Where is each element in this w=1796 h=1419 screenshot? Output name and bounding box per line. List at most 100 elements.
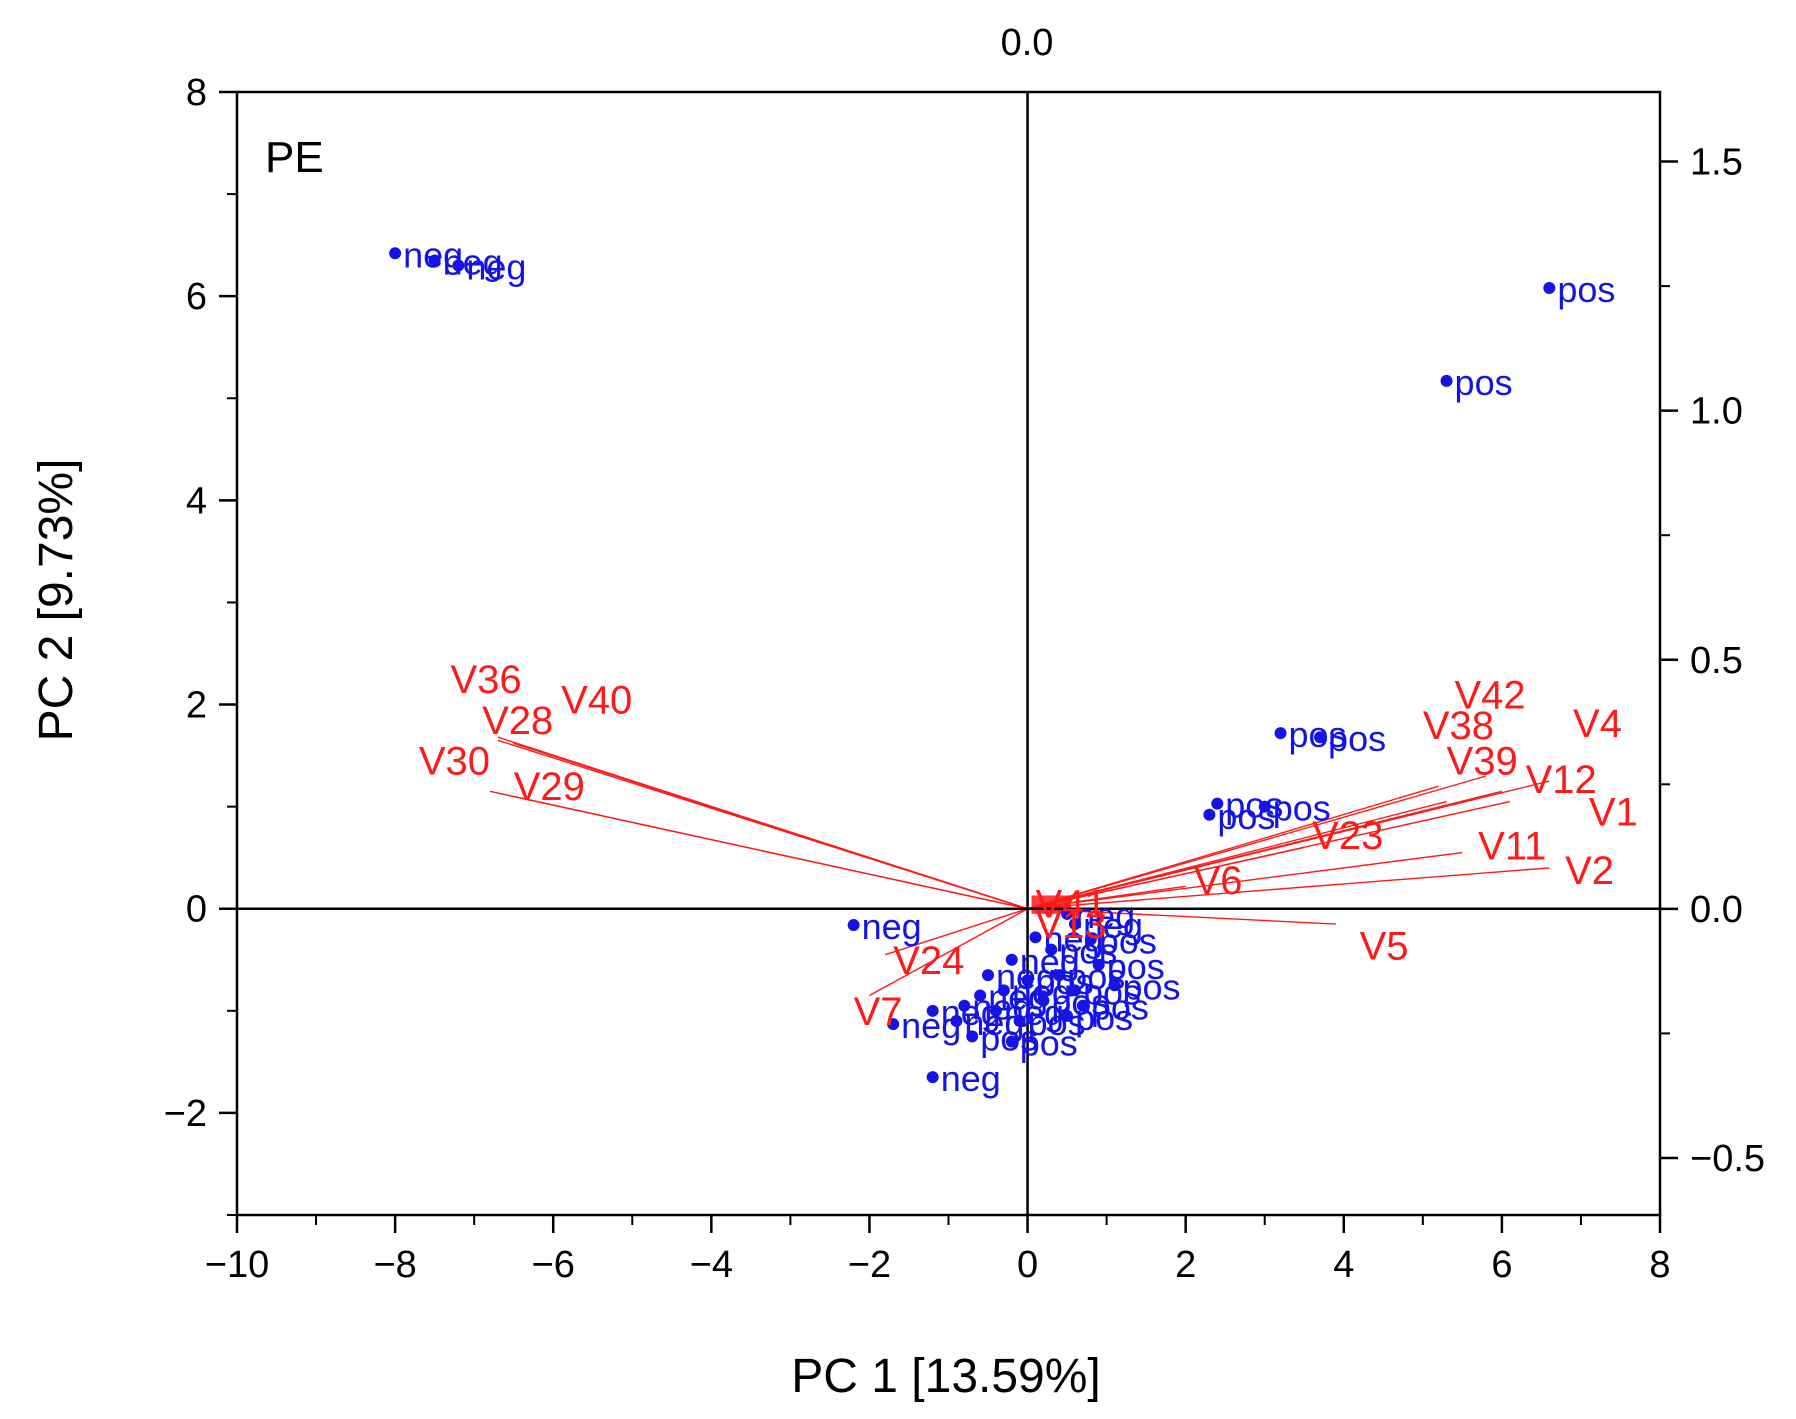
x-tick-label: 6 <box>1491 1244 1512 1286</box>
right-tick-label: 1.0 <box>1690 391 1743 433</box>
loading-label: V23 <box>1312 814 1383 858</box>
loading-label: V6 <box>1194 859 1243 903</box>
score-point <box>1045 943 1058 956</box>
score-label: pos <box>1217 796 1275 837</box>
score-point <box>1258 800 1271 813</box>
scores-layer: negnegnegposposposposposposposnegnegnegn… <box>389 234 1615 1099</box>
loading-vector <box>1027 790 1503 910</box>
loading-label: V13 <box>1035 903 1106 947</box>
loading-vector <box>869 908 1028 997</box>
score-point <box>1037 994 1050 1007</box>
score-point <box>1013 1015 1026 1028</box>
score-label: neg <box>901 1005 961 1046</box>
loading-label: V7 <box>854 990 903 1034</box>
score-label: pos <box>1123 966 1181 1007</box>
loading-label: V4 <box>1573 702 1622 746</box>
score-point <box>1108 979 1121 992</box>
right-tick-label: 0.5 <box>1690 640 1743 682</box>
loading-label: V36 <box>450 658 521 702</box>
score-point <box>847 919 860 932</box>
loading-label: V42 <box>1454 673 1525 717</box>
loading-label: V5 <box>1360 924 1409 968</box>
x-tick-label: 4 <box>1333 1244 1354 1286</box>
y-axis-title: PC 2 [9.73%] <box>30 459 83 742</box>
score-point <box>1084 933 1097 946</box>
loading-label: V38 <box>1423 704 1494 748</box>
right-tick-label: 0.0 <box>1690 889 1743 931</box>
score-point <box>1274 727 1287 740</box>
x-tick-label: 0 <box>1017 1244 1038 1286</box>
score-point <box>982 969 995 982</box>
score-point <box>1314 731 1327 744</box>
score-point <box>958 999 971 1012</box>
top-axis-label: 0.0 <box>1001 22 1054 64</box>
loading-vector <box>1027 846 1305 910</box>
score-label: neg <box>862 906 922 947</box>
score-point <box>926 1071 939 1084</box>
score-point <box>1053 969 1066 982</box>
score-point <box>1021 974 1034 987</box>
y-tick-label: 4 <box>186 480 207 522</box>
axes-layer: −10 −8 −6 −4 −2 0 2 4 6 8 −2 0 2 4 6 8 −0.5 0.0 0.5 1.0 1.5 <box>164 72 1765 1286</box>
score-point <box>989 1004 1002 1017</box>
score-point <box>974 989 987 1002</box>
loading-vector <box>1027 867 1550 910</box>
score-point <box>887 1018 900 1031</box>
score-point <box>966 1030 979 1043</box>
x-tick-label: −8 <box>373 1244 416 1286</box>
score-label: neg <box>941 1058 1001 1099</box>
right-tick-label: −0.5 <box>1690 1138 1765 1180</box>
score-label: pos <box>1273 788 1331 829</box>
loading-vector <box>513 742 1028 910</box>
y-tick-label: 6 <box>186 276 207 318</box>
score-point <box>1068 918 1081 931</box>
score-label: pos <box>1091 987 1149 1028</box>
score-point <box>1076 999 1089 1012</box>
score-point <box>1543 282 1556 295</box>
score-label: pos <box>1455 362 1513 403</box>
score-point <box>389 247 402 260</box>
right-tick-label: 1.5 <box>1690 142 1743 184</box>
score-label: neg <box>466 247 526 288</box>
x-tick-label: −10 <box>205 1244 269 1286</box>
loading-vector <box>1027 851 1463 910</box>
loading-label: V1 <box>1589 791 1638 835</box>
score-point <box>1068 984 1081 997</box>
score-point <box>452 259 465 272</box>
score-label: neg <box>443 241 503 282</box>
score-label: neg <box>1004 992 1064 1033</box>
zero-lines <box>237 92 1660 1215</box>
score-label: pos <box>1225 785 1283 826</box>
score-point <box>1029 931 1042 944</box>
score-point <box>1203 808 1216 821</box>
x-tick-label: 2 <box>1175 1244 1196 1286</box>
x-axis-title: PC 1 [13.59%] <box>791 1350 1101 1403</box>
y-tick-label: −2 <box>164 1093 207 1135</box>
loading-vector <box>885 908 1028 956</box>
loading-label: V11 <box>1478 824 1546 868</box>
loading-vector <box>513 795 1028 910</box>
x-tick-label: −2 <box>848 1244 891 1286</box>
loading-label: V39 <box>1447 740 1518 784</box>
score-label: pos <box>1557 269 1615 310</box>
score-point <box>428 254 441 267</box>
score-point <box>950 1015 963 1028</box>
loading-label: V2 <box>1565 849 1614 893</box>
loading-label: V30 <box>419 740 490 784</box>
score-point <box>1005 953 1018 966</box>
score-point <box>1440 374 1453 387</box>
loading-vector <box>1027 908 1336 925</box>
score-label: pos <box>1020 1022 1078 1063</box>
score-point <box>1005 1035 1018 1048</box>
score-point <box>1061 1009 1074 1022</box>
loading-label: V40 <box>561 678 632 722</box>
score-point <box>1061 907 1074 920</box>
loading-label: V28 <box>482 699 553 743</box>
y-tick-label: 0 <box>186 889 207 931</box>
score-point <box>1092 958 1105 971</box>
score-point <box>926 1004 939 1017</box>
x-tick-label: −6 <box>532 1244 575 1286</box>
